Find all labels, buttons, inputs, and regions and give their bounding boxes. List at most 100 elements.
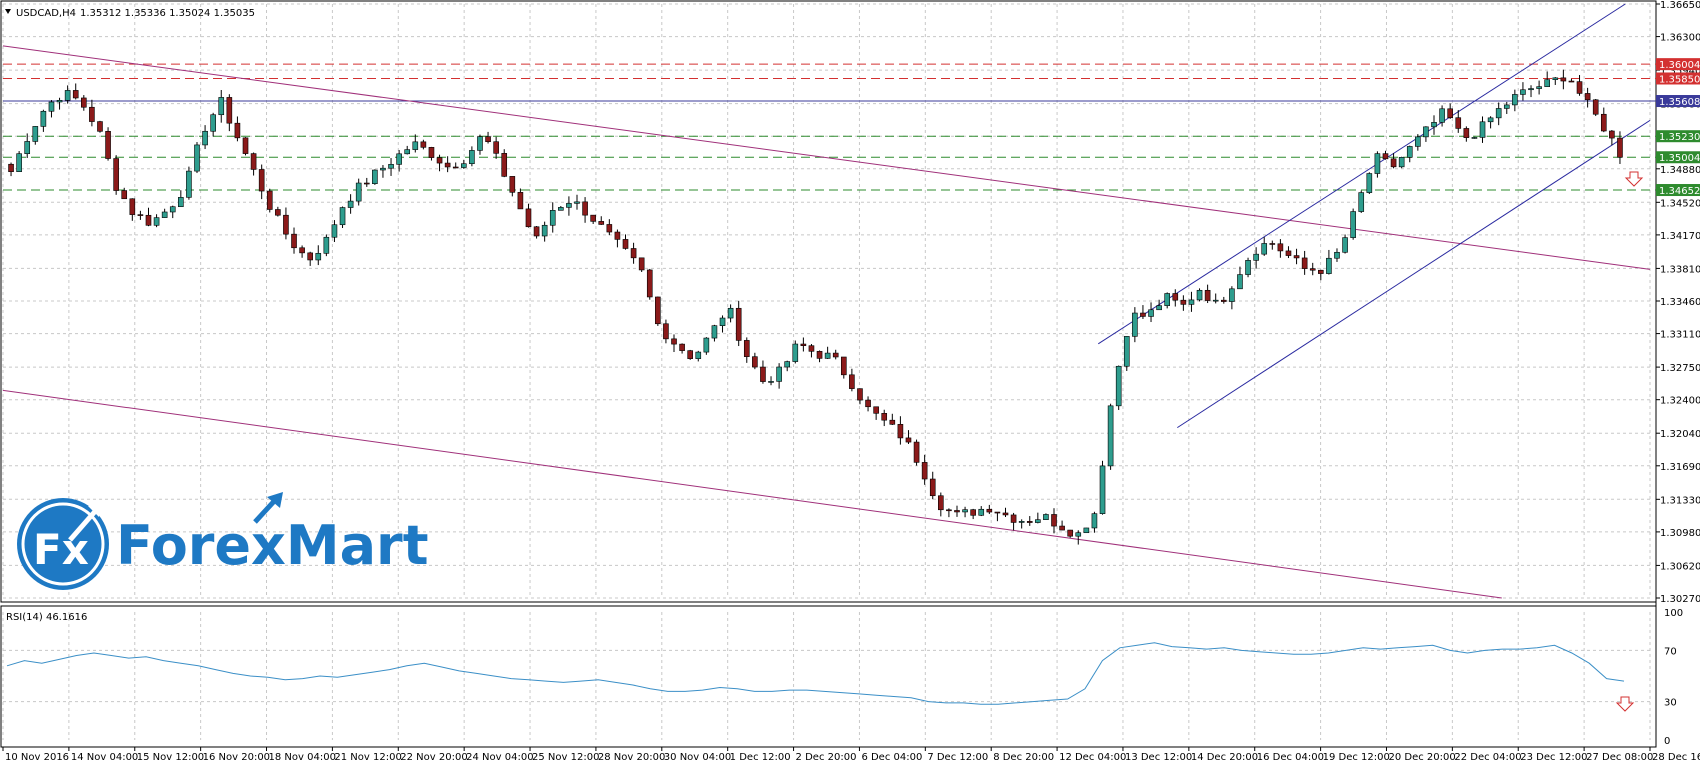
bull-candle	[566, 203, 572, 208]
time-tick-label: 14 Nov 04:00	[71, 752, 138, 763]
chart-header: USDCAD,H4 1.35312 1.35336 1.35024 1.3503…	[5, 8, 255, 623]
dropdown-triangle-icon[interactable]	[5, 9, 11, 14]
bear-candle	[840, 356, 847, 376]
bull-candle	[40, 110, 47, 127]
bull-candle	[372, 169, 378, 184]
logo-ring	[21, 502, 105, 586]
bull-candle	[1439, 108, 1445, 123]
bear-candle	[986, 508, 993, 513]
time-tick-label: 27 Dec 08:00	[1586, 752, 1653, 763]
bear-candle	[1059, 525, 1065, 531]
bull-candle	[719, 317, 726, 326]
time-tick-label: 30 Nov 04:00	[664, 752, 731, 763]
price-tick-label: 1.32400	[1660, 396, 1700, 407]
bull-candle	[1374, 153, 1381, 174]
bull-candle	[784, 361, 791, 368]
bear-candle	[1309, 268, 1316, 271]
bear-candle	[242, 137, 249, 154]
time-tick-label: 21 Nov 12:00	[334, 752, 401, 763]
price-tick-label: 1.33810	[1660, 264, 1700, 275]
bull-candle	[161, 211, 168, 218]
bear-candle	[687, 350, 693, 359]
grid	[2, 3, 1651, 740]
bull-candle	[1196, 289, 1203, 301]
bear-candle	[1455, 117, 1462, 129]
time-tick-label: 1 Dec 12:00	[730, 752, 791, 763]
rsi-panel-frame	[0, 605, 1657, 748]
logo-text: ForexMart	[116, 514, 429, 577]
horizontal-levels	[3, 63, 1656, 191]
bull-candle	[1253, 253, 1259, 261]
bull-candle	[1156, 305, 1162, 311]
bull-candle	[469, 150, 475, 165]
bear-candle	[121, 190, 128, 200]
bear-candle	[1568, 80, 1575, 83]
bull-candle	[396, 153, 402, 165]
price-tag-label: 1.35230	[1659, 132, 1700, 143]
price-tick-label: 1.33110	[1660, 330, 1700, 341]
bull-candle	[962, 509, 968, 513]
bear-candle	[1560, 77, 1567, 82]
bull-candle	[1406, 146, 1413, 158]
price-tick-label: 1.30980	[1660, 528, 1700, 539]
logo-mark: Fx	[33, 525, 89, 574]
bull-candle	[64, 90, 71, 101]
bull-candle	[711, 325, 718, 339]
rsi-tick-label: 100	[1664, 608, 1683, 619]
trendline-trend_down	[2, 389, 1502, 599]
bull-candle	[1164, 293, 1171, 306]
price-tag-label: 1.36004	[1659, 60, 1700, 71]
bear-candle	[598, 221, 605, 225]
bear-candle	[929, 478, 936, 497]
bear-candle	[226, 97, 233, 124]
bear-candle	[428, 147, 435, 158]
bear-candle	[970, 509, 976, 516]
bear-candle	[913, 441, 920, 463]
time-tick-label: 2 Dec 20:00	[796, 752, 857, 763]
bull-candle	[1487, 117, 1494, 123]
bear-candle	[630, 248, 637, 259]
bear-candle	[501, 153, 508, 177]
bull-candle	[1431, 122, 1437, 128]
time-tick-label: 8 Dec 20:00	[993, 752, 1054, 763]
bull-candle	[331, 224, 338, 238]
bull-candle	[824, 352, 831, 359]
bear-candle	[954, 510, 960, 513]
time-tick-label: 23 Dec 12:00	[1520, 752, 1587, 763]
price-tick-label: 1.32040	[1660, 429, 1700, 440]
bull-candle	[1471, 137, 1478, 139]
bull-candle	[323, 236, 330, 254]
price-tag-label: 1.35850	[1659, 74, 1700, 85]
bear-candle	[760, 366, 766, 382]
bear-candle	[1067, 529, 1073, 537]
bear-candle	[145, 214, 152, 226]
logo-arrow-head-icon	[88, 503, 102, 517]
bull-candle	[202, 130, 208, 146]
bear-candle	[663, 323, 669, 340]
bear-candle	[622, 239, 629, 249]
time-tick-label: 28 Dec 16:00	[1652, 752, 1700, 763]
time-tick-label: 25 Nov 12:00	[532, 752, 599, 763]
bear-candle	[816, 351, 823, 359]
bear-candle	[905, 437, 912, 443]
bull-candle	[541, 224, 548, 237]
bull-candle	[1261, 243, 1268, 255]
bear-candle	[881, 413, 888, 421]
bear-candle	[1010, 514, 1017, 523]
bear-candle	[655, 296, 661, 325]
bull-candle	[1237, 274, 1243, 290]
bull-candle	[339, 207, 346, 226]
bear-candle	[679, 343, 685, 351]
bear-candle	[1180, 299, 1187, 305]
price-tick-label: 1.36650	[1660, 0, 1700, 11]
bull-candle	[186, 170, 192, 198]
bull-candle	[16, 153, 22, 172]
bull-candle	[978, 508, 985, 516]
bull-candle	[48, 101, 55, 112]
bear-candle	[857, 388, 863, 401]
bull-candle	[1148, 309, 1154, 317]
bull-candle	[727, 307, 734, 319]
bear-candle	[849, 374, 855, 389]
